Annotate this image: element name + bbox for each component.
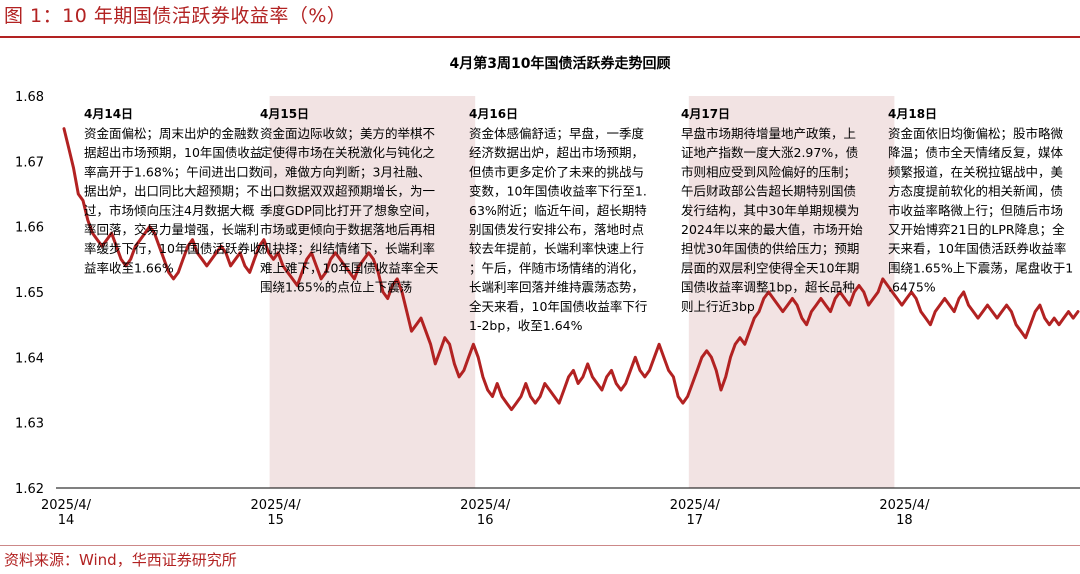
- chart-title: 4月第3周10年国债活跃券走势回顾: [450, 55, 671, 72]
- y-tick-label: 1.66: [15, 221, 44, 236]
- annotation-text-1: 资金面偏松；周末出炉的金融数据超出市场预期，10年国债收益率高开于1.68%；午…: [84, 126, 263, 275]
- chart: 4月第3周10年国债活跃券走势回顾 1.62 1.63 1.64 1.65 1.66 1.6…: [15, 55, 1080, 528]
- annotation-date-4: 4月17日: [681, 107, 730, 121]
- x-tick-label: 2025/4/17: [670, 498, 721, 528]
- y-tick-label: 1.68: [15, 90, 44, 105]
- annotation-text-3: 资金体感偏舒适；早盘，一季度经济数据出炉，超出市场预期，但债市更多定价了未来的挑…: [469, 126, 647, 333]
- y-tick-label: 1.62: [15, 482, 44, 497]
- top-divider: [0, 36, 1080, 38]
- annotation-text-5: 资金面依旧均衡偏松；股市略微降温；债市全天情绪反复，媒体频繁报道，在关税拉锯战中…: [888, 126, 1073, 295]
- yield-line: [62, 127, 1080, 412]
- bottom-divider: [0, 545, 1080, 546]
- source-note: 资料来源：Wind，华西证券研究所: [4, 551, 237, 569]
- shaded-band-1: [688, 96, 895, 488]
- annotation-date-5: 4月18日: [888, 107, 937, 121]
- x-tick-label: 2025/4/15: [251, 498, 302, 528]
- annotation-date-3: 4月16日: [469, 107, 518, 121]
- figure-title: 图 1：10 年期国债活跃券收益率（%）: [4, 5, 347, 27]
- x-tick-label: 2025/4/18: [879, 498, 930, 528]
- annotation-date-1: 4月14日: [84, 107, 133, 121]
- x-tick-label: 2025/4/14: [41, 498, 92, 528]
- shaded-band-0: [269, 96, 476, 488]
- y-tick-label: 1.65: [15, 286, 44, 301]
- x-tick-label: 2025/4/16: [460, 498, 511, 528]
- y-tick-label: 1.67: [15, 155, 44, 170]
- annotation-text-4: 早盘市场期待增量地产政策，上证地产指数一度大涨2.97%，债市则相应受到风险偏好…: [681, 126, 863, 314]
- y-tick-label: 1.64: [15, 351, 44, 366]
- y-tick-label: 1.63: [15, 417, 44, 432]
- annotation-date-2: 4月15日: [260, 107, 309, 121]
- annotation-text-2: 资金面边际收敛；美方的举棋不定使得市场在关税激化与钝化之间，难做方向判断；3月社…: [260, 126, 439, 295]
